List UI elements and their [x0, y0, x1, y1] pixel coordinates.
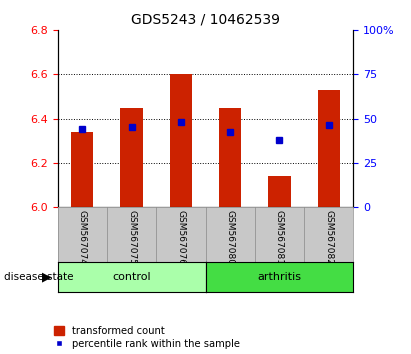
Bar	[170, 74, 192, 207]
Text: ▶: ▶	[42, 270, 52, 284]
Text: arthritis: arthritis	[257, 272, 302, 282]
Text: GSM567081: GSM567081	[275, 210, 284, 265]
Bar	[120, 108, 143, 207]
Bar	[219, 108, 241, 207]
Text: GSM567074: GSM567074	[78, 210, 87, 265]
Bar	[318, 90, 340, 207]
Text: GDS5243 / 10462539: GDS5243 / 10462539	[131, 12, 280, 27]
Text: GSM567080: GSM567080	[226, 210, 235, 265]
Bar	[71, 132, 93, 207]
Text: control: control	[112, 272, 151, 282]
Text: GSM567075: GSM567075	[127, 210, 136, 265]
Text: GSM567082: GSM567082	[324, 210, 333, 265]
Text: disease state: disease state	[4, 272, 74, 282]
Legend: transformed count, percentile rank within the sample: transformed count, percentile rank withi…	[54, 326, 240, 349]
Bar	[268, 176, 291, 207]
Text: GSM567076: GSM567076	[176, 210, 185, 265]
